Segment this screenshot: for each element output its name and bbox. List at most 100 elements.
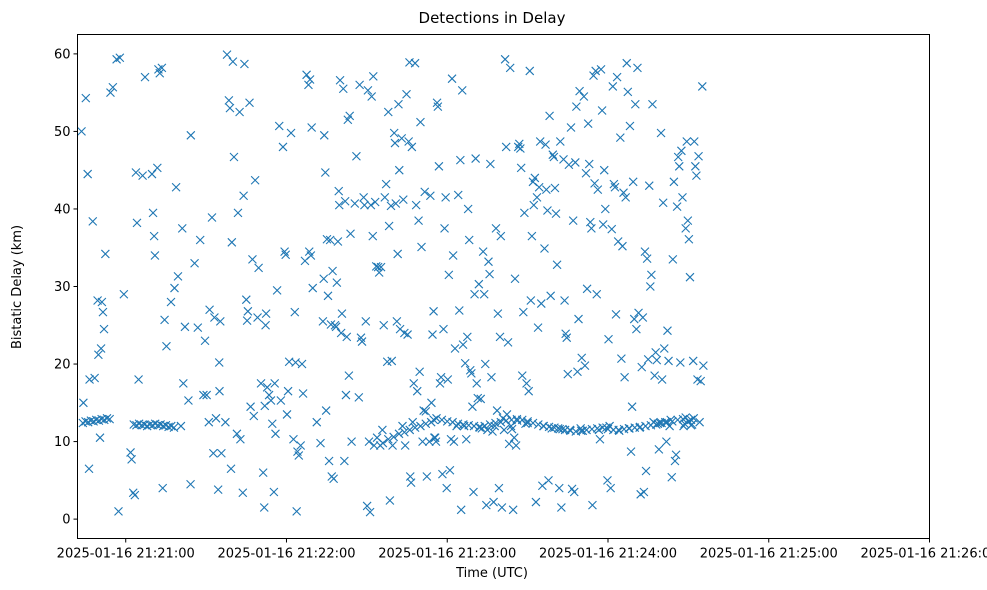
data-point — [394, 165, 404, 175]
data-point — [319, 130, 329, 140]
data-point — [497, 503, 507, 512]
data-point — [596, 65, 606, 74]
data-point — [503, 337, 513, 347]
data-point — [359, 192, 369, 202]
data-point — [126, 448, 135, 457]
data-point — [454, 306, 464, 315]
data-point — [368, 71, 378, 81]
data-point — [470, 289, 479, 299]
data-point — [548, 150, 558, 160]
data-point — [261, 320, 270, 330]
data-point — [582, 284, 592, 294]
data-point — [278, 142, 288, 152]
data-point — [674, 161, 684, 171]
data-point — [463, 204, 473, 214]
data-point — [533, 323, 543, 332]
data-point — [308, 283, 318, 293]
data-point — [570, 158, 580, 167]
data-point — [626, 447, 636, 457]
data-point — [200, 336, 210, 346]
data-point — [312, 417, 322, 427]
data-point — [527, 231, 537, 241]
data-point — [208, 448, 218, 458]
data-point — [148, 208, 158, 218]
data-point — [662, 437, 671, 446]
data-point — [304, 80, 313, 90]
data-point — [692, 171, 701, 181]
data-point — [455, 155, 465, 165]
data-point — [215, 317, 225, 326]
data-point — [552, 260, 562, 270]
data-point — [112, 54, 122, 64]
data-point — [202, 390, 212, 400]
data-point — [368, 231, 378, 241]
data-point — [98, 307, 108, 317]
data-point — [169, 423, 179, 433]
data-point — [673, 152, 683, 162]
data-point — [259, 503, 269, 512]
data-point — [337, 309, 347, 319]
data-point — [77, 127, 86, 136]
data-point — [254, 263, 264, 273]
data-point — [618, 241, 627, 251]
data-point — [571, 102, 581, 111]
data-point — [627, 402, 637, 412]
data-point — [224, 96, 234, 105]
data-point — [589, 71, 598, 80]
data-point — [558, 424, 567, 434]
data-point — [563, 369, 573, 379]
data-point — [88, 216, 98, 226]
data-point — [643, 354, 653, 364]
data-point — [95, 433, 105, 443]
data-point — [178, 379, 188, 388]
data-point — [147, 169, 157, 179]
data-point — [425, 191, 435, 201]
x-tick-label: 2025-01-16 21:24:00 — [539, 547, 677, 562]
data-point — [529, 200, 539, 210]
data-point — [424, 437, 434, 446]
data-point — [332, 278, 342, 288]
data-point — [329, 474, 339, 484]
data-point — [354, 392, 364, 402]
data-point — [276, 396, 286, 405]
data-point — [274, 121, 284, 131]
data-point — [683, 417, 693, 426]
data-point — [573, 367, 582, 377]
data-point — [152, 163, 162, 173]
data-point — [496, 417, 506, 427]
data-point — [266, 396, 276, 405]
data-point — [675, 358, 685, 367]
data-point — [615, 133, 625, 143]
data-point — [678, 414, 688, 424]
data-point — [639, 487, 649, 497]
data-point — [546, 291, 556, 301]
data-point — [385, 496, 395, 505]
data-point — [204, 417, 214, 427]
data-point — [468, 402, 477, 412]
data-point — [294, 451, 304, 460]
data-point — [645, 282, 655, 291]
data-point — [289, 434, 298, 444]
data-point — [421, 406, 431, 416]
data-point — [434, 161, 444, 171]
data-point — [478, 247, 488, 256]
data-point — [619, 188, 628, 198]
data-point — [541, 140, 550, 149]
data-point — [81, 93, 91, 103]
data-point — [84, 464, 94, 474]
data-point — [410, 423, 420, 433]
data-point — [657, 375, 667, 384]
y-tick-label: 20 — [54, 358, 71, 373]
data-point — [398, 421, 407, 431]
data-point — [228, 57, 238, 67]
data-point — [272, 285, 282, 295]
data-point — [465, 365, 475, 375]
data-point — [445, 465, 455, 475]
data-point — [550, 183, 560, 193]
data-point — [479, 289, 489, 299]
data-point — [672, 202, 682, 212]
data-point — [437, 415, 447, 425]
data-point — [389, 128, 399, 138]
data-point — [511, 441, 521, 450]
